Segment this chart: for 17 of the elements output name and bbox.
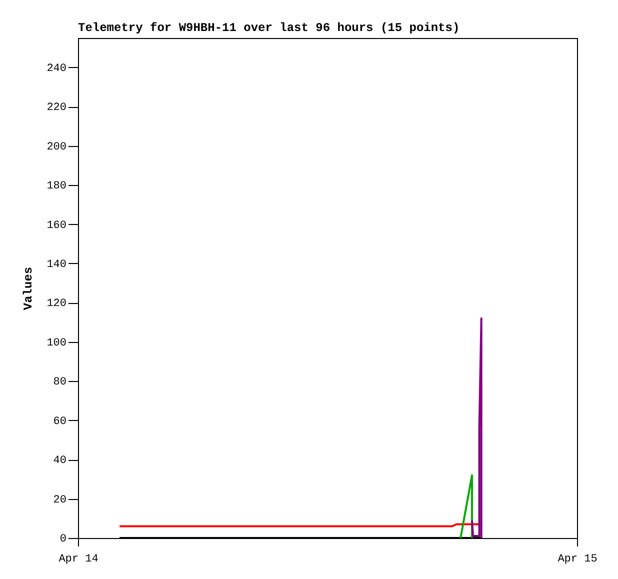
- y-tick-label: 0: [60, 534, 66, 546]
- y-tick-label: 80: [53, 376, 66, 389]
- y-tick-label: 220: [46, 102, 66, 114]
- y-axis-title: Values: [22, 266, 36, 310]
- y-tick-label: 100: [46, 337, 66, 350]
- y-tick-label: 240: [46, 62, 66, 75]
- y-tick-label: 140: [46, 258, 66, 271]
- y-tick-label: 120: [46, 298, 66, 310]
- x-tick-label: Apr 14: [58, 554, 99, 566]
- x-tick-label: Apr 15: [558, 554, 598, 566]
- y-tick-label: 200: [46, 141, 66, 154]
- chart-title: Telemetry for W9HBH-11 over last 96 hours (15 points): [78, 21, 460, 35]
- y-tick-label: 180: [46, 180, 66, 193]
- y-tick-label: 40: [53, 455, 66, 468]
- y-tick-label: 160: [46, 220, 66, 232]
- y-tick-label: 20: [53, 494, 66, 506]
- y-tick-label: 60: [53, 416, 66, 428]
